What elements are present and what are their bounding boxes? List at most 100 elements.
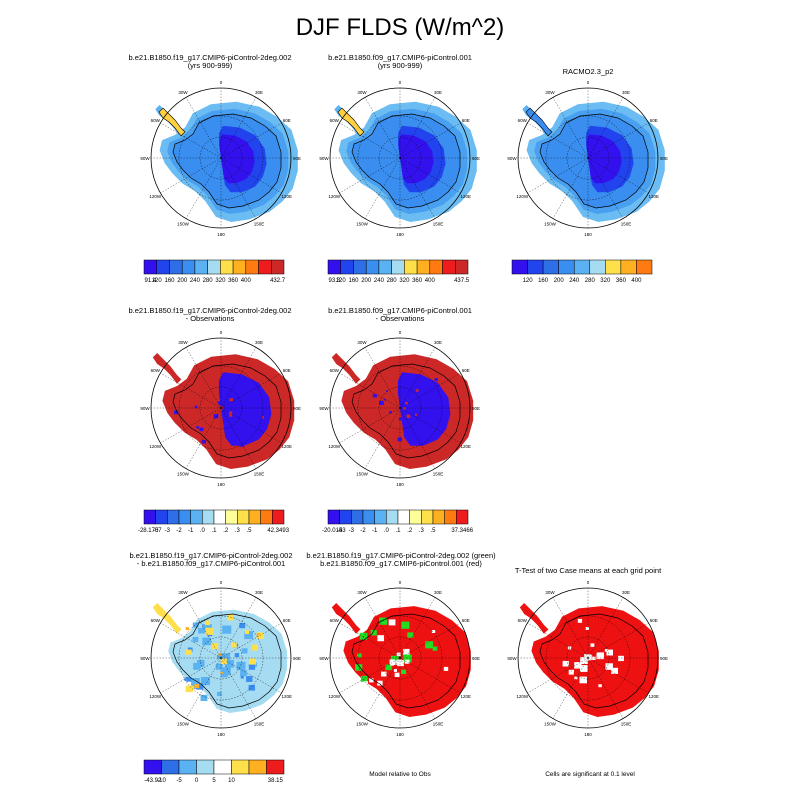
map-frame: 0 30E 60E 90E 120E 150E 180 150W 120W 90W 60W 30W — [319, 80, 480, 237]
colorbar-swatch — [573, 259, 591, 275]
longitude-label: 0 — [587, 580, 590, 585]
longitude-label: 180 — [217, 482, 225, 487]
colorbar-swatch — [196, 759, 215, 775]
white-cell — [393, 669, 397, 672]
negative-cell — [202, 440, 206, 444]
longitude-label: 90E — [293, 156, 301, 161]
negative-cell — [239, 442, 245, 447]
negative-cell-group — [372, 374, 438, 442]
colorbar-label: -1 — [188, 528, 194, 534]
colorbar-p3: 120 160 200 240 280 320 360 400 — [511, 259, 653, 284]
positive-cell — [185, 649, 192, 655]
insignificant-cell — [554, 686, 561, 692]
colorbar-swatch — [429, 259, 443, 275]
map-frame: 0 30E 60E 90E 120E 150E 180 150W 120W 90W 60W 30W — [507, 80, 668, 237]
colorbar-label: .2 — [407, 528, 413, 534]
white-cell — [431, 630, 436, 633]
meridian-7 — [552, 657, 589, 719]
meridian-4 — [399, 157, 461, 194]
colorbar-swatch — [207, 259, 221, 275]
insignificant-cell — [590, 643, 595, 647]
negative-cell — [402, 417, 408, 422]
colorbar-swatch — [340, 259, 354, 275]
plateau-field — [398, 134, 434, 184]
colorbar-swatch — [455, 259, 469, 275]
colorbar-label: 400 — [241, 278, 252, 284]
negative-cell — [415, 374, 419, 378]
longitude-label: 60E — [462, 118, 470, 123]
colorbar-label: 200 — [177, 278, 188, 284]
strong-negative-cell — [240, 675, 244, 679]
panel-title-p8: T-Test of two Case means at each grid po… — [498, 567, 678, 575]
longitude-label: 180 — [217, 732, 225, 737]
green-cell — [401, 669, 407, 675]
longitude-label: 60E — [283, 368, 291, 373]
meridian-10 — [527, 622, 589, 659]
positive-cell — [205, 419, 209, 422]
peninsula-field — [331, 603, 361, 634]
negative-cell — [215, 663, 223, 670]
longitude-label: 90E — [472, 656, 480, 661]
colorbar-swatch — [225, 509, 238, 525]
meridian-1 — [220, 347, 257, 409]
positive-cell — [229, 414, 233, 417]
colorbar-label: .1 — [395, 528, 401, 534]
meridian-7 — [185, 407, 222, 469]
green-cell — [359, 632, 368, 640]
colorbar-label: -5 — [176, 778, 182, 784]
longitude-label: 0 — [587, 80, 590, 85]
longitude-label: 30E — [434, 90, 442, 95]
longitude-label: 150E — [433, 472, 444, 477]
panel-title-p5: b.e21.B1850.f09_g17.CMIP6-piControl.001 … — [300, 307, 500, 323]
colorbar-label: .5 — [430, 528, 436, 534]
colorbar-label: 360 — [412, 278, 423, 284]
colorbar-swatch — [143, 259, 157, 275]
colorbar-swatch — [391, 259, 405, 275]
negative-cell — [225, 659, 234, 668]
colorbar-swatch — [416, 259, 431, 275]
meridian-11 — [185, 347, 222, 409]
positive-cell — [228, 411, 233, 415]
green-cell — [357, 653, 362, 658]
colorbar-label: 360 — [228, 278, 239, 284]
longitude-label: 30E — [622, 90, 630, 95]
longitude-label: 60E — [462, 368, 470, 373]
longitude-label: 60W — [151, 118, 161, 123]
meridian-1 — [399, 347, 436, 409]
colorbar-label: -28.1707 — [138, 528, 162, 534]
colorbar-swatch — [432, 509, 445, 525]
longitude-label: 60W — [518, 618, 528, 623]
colorbar-swatch — [156, 259, 170, 275]
colorbar-label: .3 — [235, 528, 241, 534]
panel-title-p4: b.e21.B1850.f19_g17.CMIP6-piControl-2deg… — [110, 307, 310, 323]
longitude-label: 150E — [621, 222, 632, 227]
colorbar-swatch — [213, 759, 232, 775]
colorbar-swatch — [620, 259, 637, 275]
significant-field — [531, 606, 659, 717]
longitude-label: 30E — [434, 590, 442, 595]
white-cell-group — [364, 619, 449, 686]
meridian-10 — [160, 122, 222, 159]
colorbar-swatch — [190, 509, 203, 525]
panel-title-p7: b.e21.B1850.f19_g17.CMIP6-piControl-2deg… — [296, 552, 506, 568]
colorbar-swatch — [636, 259, 653, 275]
insignificant-cell — [580, 657, 588, 664]
positive-cell — [207, 388, 212, 392]
longitude-label: 180 — [217, 232, 225, 237]
colorbar-label: -43.92 — [144, 778, 162, 784]
positive-cell — [211, 643, 219, 650]
colorbar-label: 240 — [374, 278, 385, 284]
green-cell — [379, 617, 388, 625]
title-line-2: (yrs 900-999) — [377, 61, 423, 70]
colorbar-label: 280 — [387, 278, 398, 284]
colorbar-swatch — [527, 259, 544, 275]
negative-cell — [239, 401, 243, 405]
longitude-label: 120W — [328, 444, 341, 449]
longitude-label: 180 — [396, 232, 404, 237]
map-frame: 0 30E 60E 90E 120E 150E 180 150W 120W 90W 60W 30W — [319, 330, 480, 487]
longitude-label: 120E — [461, 194, 472, 199]
positive-cell — [415, 413, 418, 416]
colorbar-label: 200 — [554, 278, 565, 284]
longitude-label: 120E — [649, 194, 660, 199]
positive-cell — [205, 620, 210, 626]
